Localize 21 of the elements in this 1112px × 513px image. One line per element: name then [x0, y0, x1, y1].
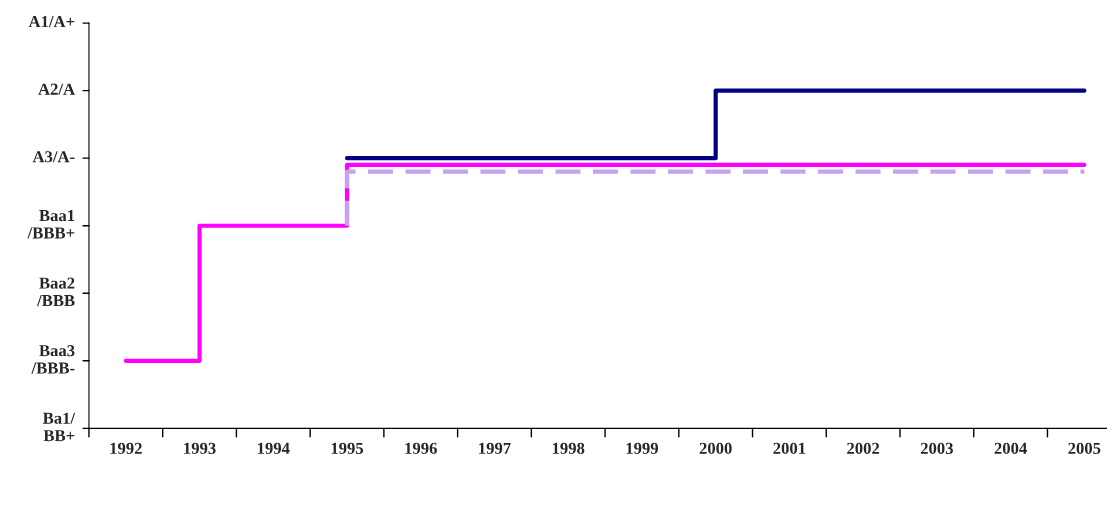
x-tick-label: 1999 [626, 442, 658, 454]
x-tick-label: 1998 [552, 442, 585, 454]
x-tick-label: 1995 [331, 442, 364, 454]
text: Baa3 /BBB- [31, 345, 75, 374]
x-tick-label: 2005 [1068, 442, 1101, 454]
x-tick-label: 2003 [920, 442, 953, 454]
text: Baa1 /BBB+ [27, 210, 75, 239]
x-tick-label: 1992 [110, 442, 142, 454]
text: Ba1/ BB+ [42, 412, 76, 442]
text: A3/A- [32, 151, 75, 163]
x-tick-label: 1997 [479, 442, 511, 454]
x-tick-label: 1993 [184, 442, 216, 454]
x-tick-label: 1994 [257, 442, 290, 454]
text: Baa2 /BBB [36, 277, 75, 307]
x-tick-label: 2000 [699, 442, 732, 454]
x-tick-label: 2002 [847, 442, 880, 454]
x-tick-label: 2001 [773, 442, 806, 454]
text: A1/A+ [28, 16, 75, 28]
x-tick-label: 2004 [994, 442, 1027, 454]
x-tick-label: 1996 [405, 442, 437, 454]
text: A2/A [38, 83, 75, 95]
